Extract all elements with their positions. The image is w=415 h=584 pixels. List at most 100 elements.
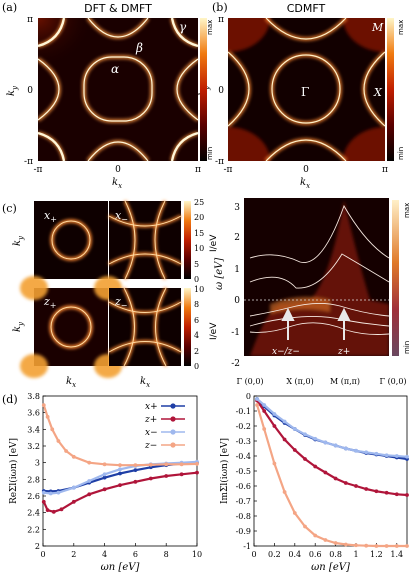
im-sigma-xtick-label: 0.8: [329, 550, 342, 559]
im-sigma-series-point: [333, 476, 338, 481]
panel-a-ylabel: ky: [6, 85, 19, 96]
panel-a-label: (a): [2, 1, 17, 14]
panel-a-xlabel: kx: [112, 177, 122, 190]
map-label-z-plus: z+: [43, 295, 57, 310]
im-sigma-series-point: [343, 542, 348, 547]
re-sigma-series-point: [118, 467, 122, 472]
re-sigma-series-point: [118, 471, 122, 476]
re-sigma-ytick-label: 3.8: [27, 392, 40, 401]
im-sigma-series-point: [384, 544, 389, 548]
im-sigma-series-point: [374, 489, 379, 494]
panel-b-xlabel: kx: [300, 177, 310, 190]
panel-c-colorbar-bottom: [184, 288, 191, 366]
im-sigma-series-point: [272, 424, 277, 428]
map-label-x-plus: x+: [44, 209, 57, 224]
panel-a-ytick-2: -π: [24, 157, 33, 167]
im-sigma-series-line: [256, 404, 407, 548]
im-sigma-series-point: [384, 453, 389, 458]
spec-ytick-5: -2: [231, 359, 240, 369]
cbar-bot-tick-3: 4: [194, 331, 199, 340]
im-sigma-series-point: [384, 490, 389, 495]
re-sigma-xtick-label: 6: [133, 550, 138, 559]
re-sigma-xtick-label: 2: [71, 550, 76, 559]
panel-a-title: DFT & DMFT: [84, 2, 152, 15]
panel-a-cbar-max: max: [206, 20, 214, 35]
im-sigma-series-point: [313, 436, 318, 441]
im-sigma-series-point: [255, 403, 259, 407]
im-sigma-xtick-label: 1.2: [370, 550, 383, 559]
re-sigma-series-point: [56, 490, 61, 495]
im-sigma-series-point: [405, 493, 409, 497]
re-sigma-legend-label: z−: [144, 441, 157, 451]
re-sigma-xtick-label: 10: [192, 550, 202, 559]
re-sigma-series-point: [102, 475, 107, 480]
cbar-bot-tick-1: 8: [194, 300, 199, 309]
re-sigma-series-point: [195, 462, 199, 466]
spec-ylabel: ω [eV]: [214, 258, 225, 290]
im-sigma-series-line: [256, 398, 408, 458]
im-sigma-series-line: [256, 399, 408, 497]
im-sigma-series-point: [374, 451, 379, 456]
panel-a-ytick-1: 0: [27, 86, 33, 96]
cbar-top-tick-3: 10: [194, 244, 204, 253]
im-sigma-series-point: [394, 454, 399, 458]
im-sigma-xtick-label: 0.2: [268, 550, 281, 559]
im-sigma-xtick-label: 0.6: [309, 550, 322, 559]
re-sigma-ylabel: ReΣl(iωn) [eV]: [8, 438, 19, 504]
map-x-minus: [109, 201, 181, 279]
im-sigma-series-point: [354, 448, 358, 453]
re-sigma-series-point: [195, 470, 199, 475]
map-label-z-minus: z−: [114, 295, 128, 310]
panel-c: (c) x+ x− z+ z− ky: [2, 198, 219, 389]
re-sigma-ytick-label: 3.4: [27, 425, 40, 434]
re-sigma-series-point: [56, 439, 61, 443]
svg-text:ky: ky: [6, 85, 19, 96]
spec-xtick-2: M (π,π): [330, 377, 360, 386]
re-sigma-series-point: [41, 490, 46, 495]
spec-xtick-0: Γ (0,0): [236, 377, 263, 386]
im-sigma-ytick-label: -1: [243, 542, 251, 551]
cbar-top-tick-4: 5: [194, 260, 199, 269]
re-sigma-xtick-label: 0: [40, 550, 45, 559]
spec-ytick-0: 3: [234, 203, 240, 213]
im-sigma-series-point: [405, 544, 409, 548]
im-sigma-series-point: [405, 454, 409, 459]
im-sigma-series-point: [282, 490, 287, 494]
im-sigma-series-point: [313, 533, 318, 538]
panel-b-xtick-0: -π: [224, 165, 233, 175]
im-sigma-ytick-label: 0: [246, 392, 251, 401]
spec-cbar-min: min: [403, 341, 411, 354]
spec-xtick-1: X (π,0): [286, 377, 313, 386]
panel-a-xtick-0: -π: [34, 165, 43, 175]
map-z-plus: [34, 288, 108, 366]
im-sigma-ytick-label: -0.8: [236, 512, 251, 521]
panel-c-ylabel-bottom: ky: [12, 321, 25, 332]
re-sigma-series-point: [102, 487, 107, 492]
re-sigma-series-point: [133, 468, 138, 473]
im-sigma-series-point: [282, 419, 287, 424]
re-sigma-series-point: [50, 427, 55, 432]
band-beta: β: [135, 41, 143, 55]
re-sigma-series-point: [148, 476, 153, 481]
im-sigma-series-point: [333, 443, 338, 448]
re-sigma-ytick-label: 2.4: [27, 509, 40, 518]
re-sigma-ytick-label: 2: [35, 542, 40, 551]
band-gamma: γ: [179, 20, 187, 34]
panel-a-ytick-0: π: [27, 15, 33, 25]
re-sigma-series-point: [45, 414, 50, 419]
im-sigma-series-point: [303, 457, 307, 461]
im-sigma-series-point: [364, 487, 369, 491]
re-sigma-series-point: [41, 499, 46, 504]
panel-b-label: (b): [212, 1, 228, 14]
im-sigma-xtick-label: 0.4: [288, 550, 301, 559]
panel-b-ytick-0: π: [218, 15, 224, 25]
im-sigma-series-point: [282, 437, 287, 442]
re-sigma-xtick-label: 4: [102, 550, 107, 559]
spectrum-arrows: [281, 307, 351, 340]
im-sigma-ytick-label: -0.7: [236, 497, 251, 506]
panel-b-fermi-surface: [228, 18, 385, 161]
annot-x-minus-z-minus: x−/z−: [272, 347, 300, 357]
im-sigma-ytick-label: -0.5: [236, 467, 251, 476]
im-sigma-series-line: [256, 398, 408, 461]
